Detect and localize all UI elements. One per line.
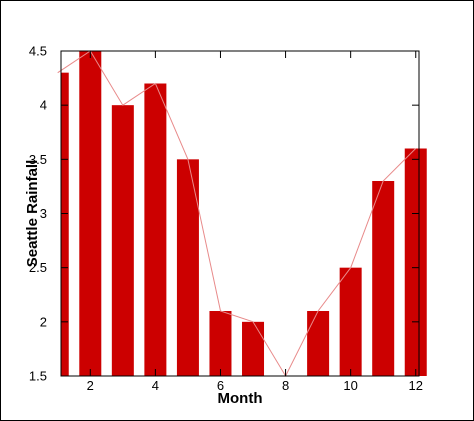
trend-line-group — [57, 50, 417, 378]
bars-group — [61, 51, 427, 377]
bar-month-4 — [144, 83, 167, 376]
y-tick-label-4: 4 — [40, 98, 47, 113]
rainfall-trend-line — [57, 50, 417, 378]
axes-group: 2 4 6 8 10 12 1.5 2 2.5 3 3.5 4 4.5 — [29, 44, 423, 394]
x-tick-label-2: 2 — [87, 378, 94, 393]
x-axis-title: Month — [218, 390, 263, 407]
x-tick-label-10: 10 — [343, 378, 357, 393]
x-tick-label-4: 4 — [152, 378, 159, 393]
bar-month-12 — [404, 148, 427, 376]
y-axis-title: Seattle Rainfall — [24, 160, 41, 268]
bar-month-5 — [176, 159, 199, 376]
y-tick-label-3.5: 3.5 — [29, 152, 47, 167]
bar-month-7 — [242, 321, 265, 376]
bar-month-2 — [79, 51, 102, 376]
bar-month-3 — [111, 105, 134, 377]
bar-month-6 — [209, 311, 232, 376]
x-tick-label-8: 8 — [282, 378, 289, 393]
y-tick-label-4.5: 4.5 — [29, 44, 47, 59]
x-tick-label-6: 6 — [217, 378, 224, 393]
bar-month-10 — [339, 267, 362, 376]
y-tick-label-2.5: 2.5 — [29, 260, 47, 275]
x-tick-label-12: 12 — [409, 378, 423, 393]
y-tick-label-2: 2 — [40, 314, 47, 329]
bar-month-11 — [372, 181, 395, 376]
bar-month-1 — [61, 72, 69, 377]
y-tick-label-3: 3 — [40, 206, 47, 221]
bar-month-9 — [307, 311, 330, 376]
y-tick-label-1.5: 1.5 — [29, 369, 47, 384]
